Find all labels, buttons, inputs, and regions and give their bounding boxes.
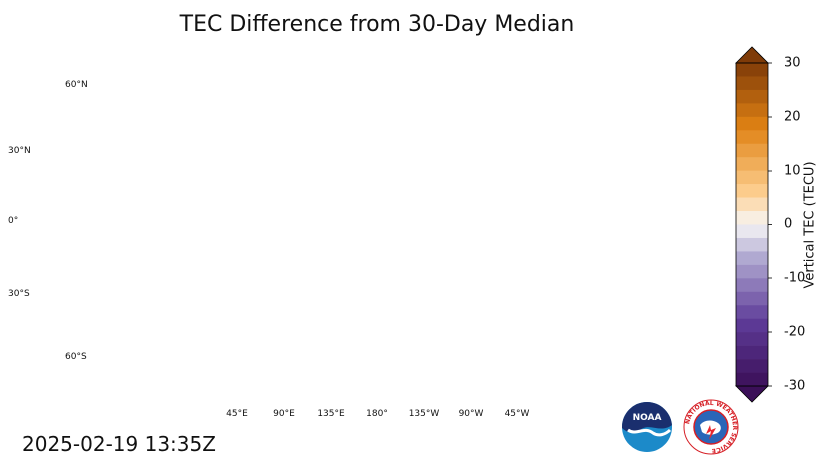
colorbar-band-14 xyxy=(736,251,768,266)
colorbar-tick-20: 20 xyxy=(784,109,801,125)
colorbar-band-2 xyxy=(736,89,768,104)
colorbar-low-extension xyxy=(735,385,769,403)
colorbar-band-9 xyxy=(736,184,768,198)
noaa-logo: NOAA xyxy=(622,402,672,452)
colorbar-band-0 xyxy=(736,63,768,77)
colorbar-band-17 xyxy=(736,291,768,306)
colorbar-band-20 xyxy=(736,332,768,346)
colorbar-band-1 xyxy=(736,76,768,91)
timestamp: 2025-02-19 13:35Z xyxy=(22,432,216,456)
colorbar-tick-0: 0 xyxy=(784,216,793,232)
colorbar-band-15 xyxy=(736,264,768,279)
lon-label-135w: 135°W xyxy=(408,409,440,419)
colorbar-band-21 xyxy=(736,345,768,360)
colorbar-tick-10: 10 xyxy=(784,163,801,179)
lon-label-45e: 45°E xyxy=(226,409,248,419)
colorbar-bands xyxy=(736,63,768,387)
colorbar-band-23 xyxy=(736,372,768,387)
lat-label-30n: 30°N xyxy=(8,146,31,156)
colorbar-tick-marks xyxy=(768,62,772,387)
colorbar-high-extension xyxy=(735,46,769,64)
colorbar-tick-neg20: -20 xyxy=(784,324,806,340)
colorbar-band-13 xyxy=(736,237,768,252)
colorbar-tick-neg10: -10 xyxy=(784,270,806,286)
colorbar-band-8 xyxy=(736,170,768,185)
lon-label-45w: 45°W xyxy=(504,409,530,419)
lon-label-135e: 135°E xyxy=(317,409,345,419)
colorbar-band-19 xyxy=(736,318,768,333)
lat-label-30s: 30°S xyxy=(8,289,30,299)
lat-label-60n: 60°N xyxy=(65,80,88,90)
colorbar-tick-neg30: -30 xyxy=(784,378,806,394)
colorbar-band-12 xyxy=(736,224,768,239)
colorbar-band-7 xyxy=(736,157,768,171)
lat-label-0: 0° xyxy=(8,216,19,226)
colorbar-band-4 xyxy=(736,116,768,131)
colorbar-band-3 xyxy=(736,103,768,118)
colorbar-band-6 xyxy=(736,143,768,158)
noaa-logo-text: NOAA xyxy=(633,413,662,423)
colorbar-tick-30: 30 xyxy=(784,55,801,71)
lon-label-90w: 90°W xyxy=(458,409,484,419)
colorbar-label: Vertical TEC (TECU) xyxy=(802,161,818,289)
colorbar-band-5 xyxy=(736,130,768,145)
lon-label-90e: 90°E xyxy=(273,409,295,419)
map-title: TEC Difference from 30-Day Median xyxy=(179,12,575,37)
colorbar-band-11 xyxy=(736,211,768,225)
colorbar-band-16 xyxy=(736,278,768,293)
lon-label-180: 180° xyxy=(366,409,388,419)
nws-logo: NATIONAL WEATHER SERVICE xyxy=(683,399,739,455)
colorbar-band-10 xyxy=(736,197,768,212)
colorbar-band-22 xyxy=(736,359,768,373)
colorbar-band-18 xyxy=(736,305,768,320)
lat-label-60s: 60°S xyxy=(65,352,87,362)
